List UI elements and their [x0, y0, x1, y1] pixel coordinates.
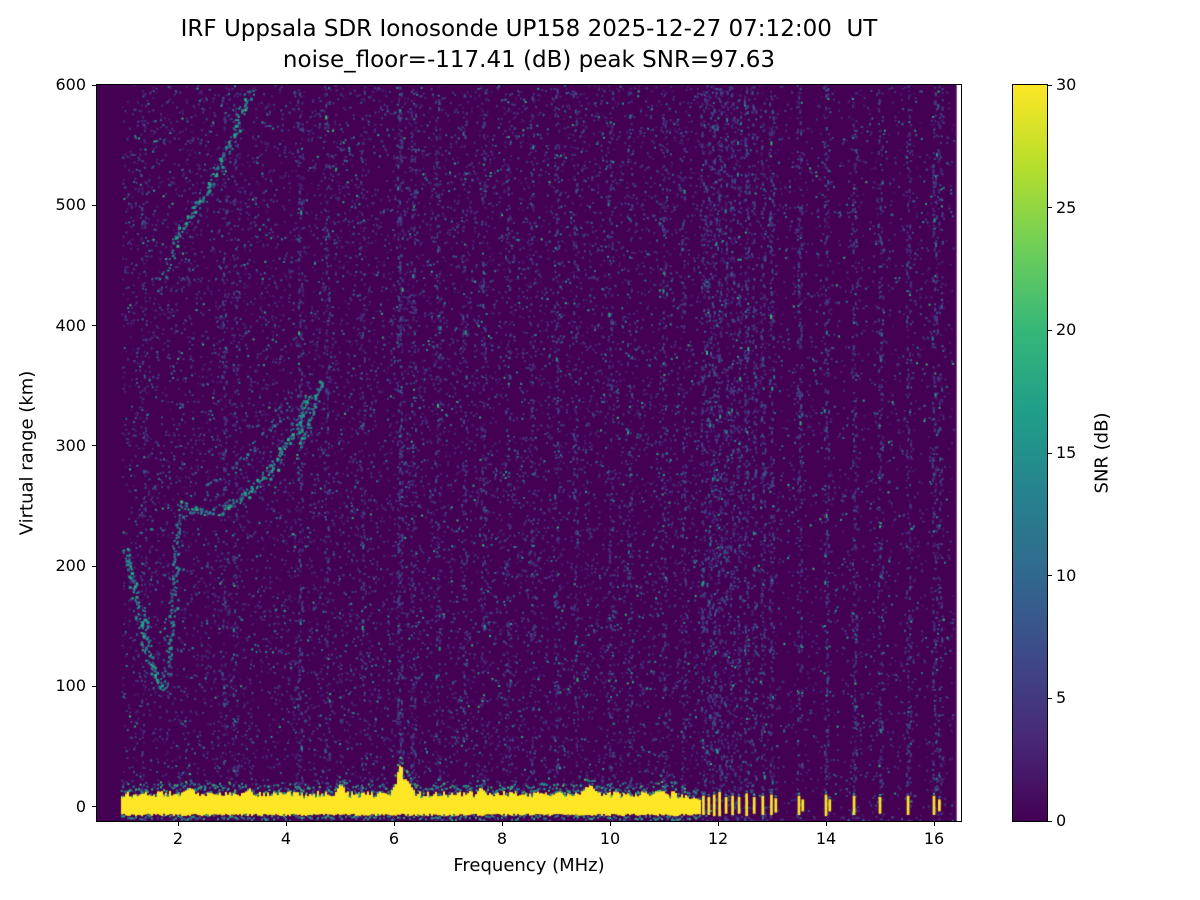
y-tick-label: 500	[55, 195, 86, 215]
colorbar-tick-label: 30	[1056, 75, 1077, 94]
y-tick-mark	[92, 325, 96, 327]
colorbar-tick-mark	[1048, 820, 1052, 822]
x-tick-label: 10	[599, 829, 621, 848]
title-block: IRF Uppsala SDR Ionosonde UP158 2025-12-…	[96, 14, 962, 76]
x-axis-label: Frequency (MHz)	[453, 855, 605, 876]
y-tick-mark	[92, 565, 96, 567]
y-tick-label: 400	[55, 315, 86, 335]
x-tick-mark	[717, 822, 719, 826]
y-tick-mark	[92, 445, 96, 447]
colorbar-tick-label: 15	[1056, 443, 1077, 462]
y-tick-mark	[92, 685, 96, 687]
colorbar-tick-mark	[1048, 452, 1052, 454]
x-tick-mark	[825, 822, 827, 826]
y-tick-label: 300	[55, 435, 86, 455]
y-tick-mark	[92, 806, 96, 808]
ionogram-canvas	[97, 85, 961, 821]
y-tick-label: 600	[55, 75, 86, 94]
x-tick-label: 2	[172, 829, 184, 848]
y-tick-mark	[92, 204, 96, 206]
colorbar-tick-label: 25	[1056, 197, 1077, 217]
x-tick-label: 14	[815, 829, 837, 848]
x-tick-mark	[285, 822, 287, 826]
colorbar-tick-mark	[1048, 84, 1052, 86]
x-tick-label: 16	[923, 829, 945, 848]
x-tick-label: 12	[707, 829, 729, 848]
colorbar-tick-mark	[1048, 697, 1052, 699]
colorbar-tick-label: 5	[1056, 688, 1067, 708]
colorbar-tick-label: 0	[1056, 811, 1067, 830]
y-tick-mark	[92, 84, 96, 86]
y-tick-label: 100	[55, 676, 86, 696]
x-tick-mark	[609, 822, 611, 826]
x-tick-mark	[501, 822, 503, 826]
colorbar-tick-mark	[1048, 329, 1052, 331]
colorbar-tick-mark	[1048, 207, 1052, 209]
y-axis-label: Virtual range (km)	[16, 370, 38, 536]
y-tick-label: 0	[75, 796, 86, 816]
colorbar	[1012, 84, 1048, 822]
chart-title: IRF Uppsala SDR Ionosonde UP158 2025-12-…	[180, 16, 878, 42]
x-tick-mark	[933, 822, 935, 826]
chart-subtitle: noise_floor=-117.41 (dB) peak SNR=97.63	[282, 47, 776, 73]
x-tick-label: 6	[388, 829, 400, 848]
x-tick-label: 4	[280, 829, 292, 848]
x-tick-mark	[177, 822, 179, 826]
x-tick-label: 8	[496, 829, 508, 848]
y-tick-label: 200	[55, 556, 86, 576]
plot-area	[96, 84, 962, 822]
colorbar-tick-mark	[1048, 575, 1052, 577]
colorbar-tick-label: 10	[1056, 565, 1077, 585]
colorbar-tick-label: 20	[1056, 320, 1077, 340]
colorbar-label: SNR (dB)	[1091, 412, 1113, 494]
x-tick-mark	[393, 822, 395, 826]
